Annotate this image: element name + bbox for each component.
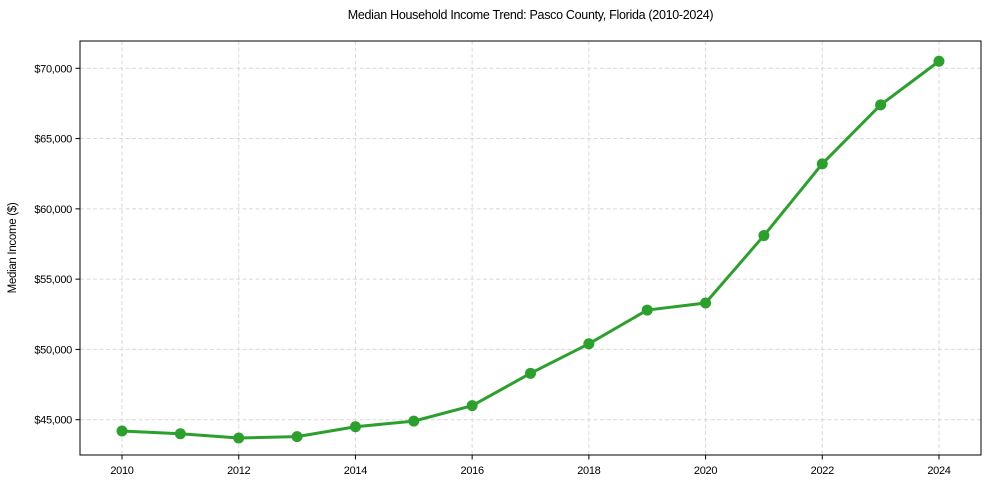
y-tick-label: $70,000	[34, 63, 72, 75]
data-point-2022	[816, 158, 828, 170]
data-point-2017	[525, 367, 536, 379]
x-tick-label: 2022	[811, 465, 834, 477]
axes-border	[79, 40, 982, 456]
x-tick-label: 2020	[694, 465, 717, 477]
data-point-2012	[233, 432, 245, 444]
data-point-2014	[349, 421, 361, 433]
x-tick-label: 2014	[344, 465, 367, 477]
data-point-2015	[408, 415, 420, 427]
x-tick-label: 2012	[227, 465, 250, 477]
y-tick-label: $50,000	[34, 344, 72, 356]
x-tick-label: 2024	[927, 465, 950, 477]
data-point-2010	[116, 425, 128, 437]
y-tick-label: $65,000	[34, 134, 72, 146]
data-point-2024	[933, 55, 945, 67]
data-point-2011	[174, 428, 186, 440]
chart-title: Median Household Income Trend: Pasco Cou…	[347, 8, 714, 22]
data-point-2013	[291, 431, 303, 443]
income-trend-line	[120, 59, 941, 440]
data-point-2023	[875, 99, 887, 111]
x-tick-label: 2010	[110, 465, 133, 477]
data-point-2018	[583, 338, 595, 350]
data-point-2016	[466, 400, 478, 412]
y-tick-label: $45,000	[34, 415, 72, 427]
data-point-2019	[641, 304, 653, 316]
data-point-2020	[700, 297, 712, 309]
data-point-2021	[758, 230, 770, 242]
y-tick-label: $60,000	[34, 204, 72, 216]
x-tick-label: 2018	[577, 465, 600, 477]
x-tick-label: 2016	[461, 465, 484, 477]
y-tick-label: $55,000	[34, 274, 72, 286]
